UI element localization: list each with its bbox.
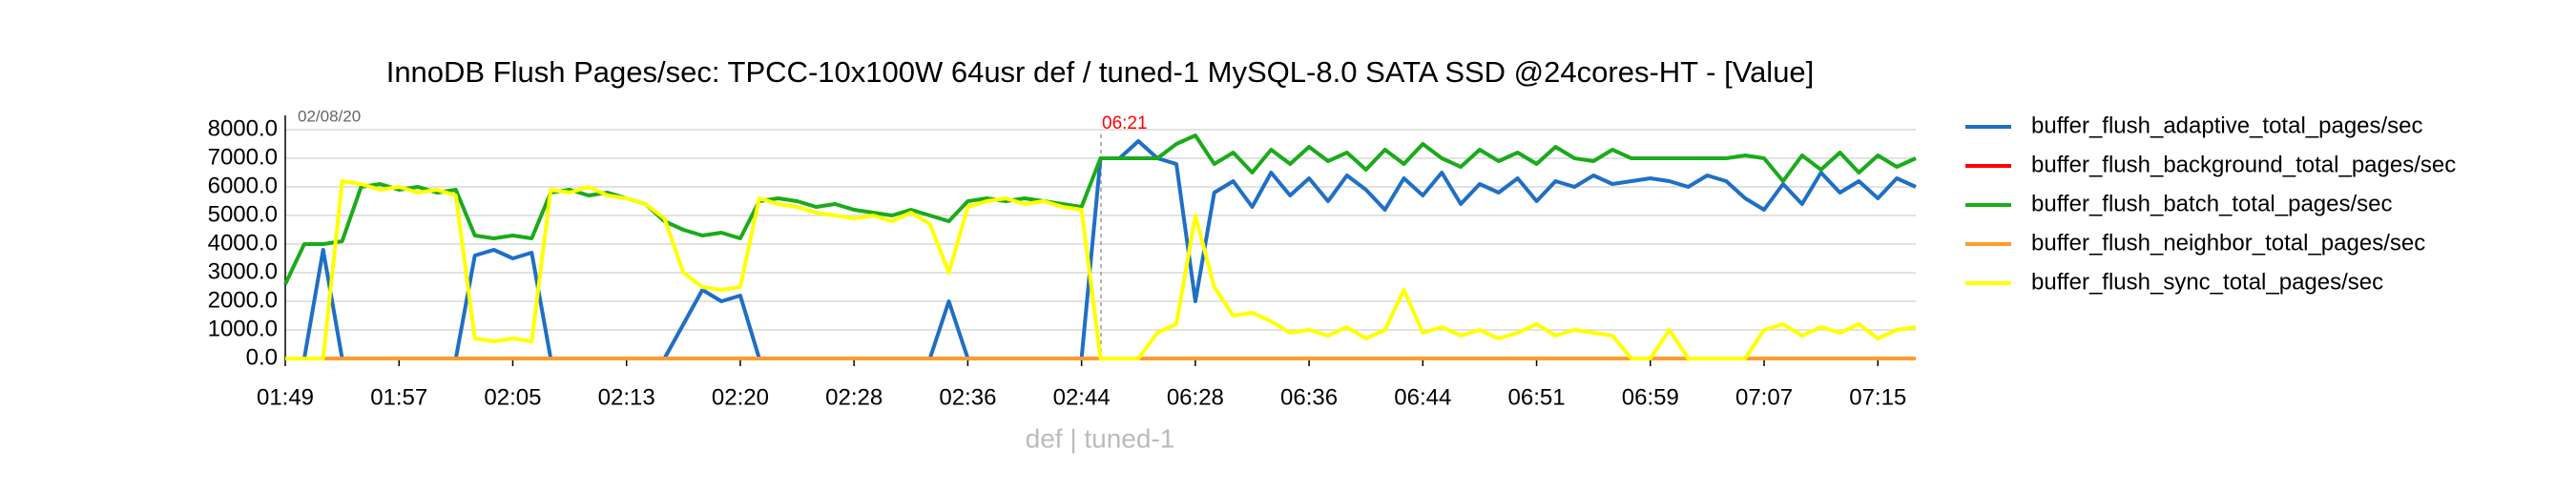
x-axis-label: def | tuned-1 xyxy=(1026,423,1175,453)
series-line xyxy=(285,179,1917,360)
y-tick-label: 6000.0 xyxy=(208,173,278,198)
x-tick-label: 06:36 xyxy=(1280,384,1338,410)
legend-label: buffer_flush_batch_total_pages/sec xyxy=(2031,191,2393,216)
legend-label: buffer_flush_sync_total_pages/sec xyxy=(2031,269,2383,295)
x-tick-label: 01:49 xyxy=(257,384,314,410)
date-annotation: 02/08/20 xyxy=(298,107,361,125)
x-tick-label: 06:28 xyxy=(1167,384,1224,410)
x-tick-label: 02:20 xyxy=(712,384,769,410)
x-tick-label: 02:44 xyxy=(1053,384,1111,410)
y-tick-label: 7000.0 xyxy=(208,144,278,170)
y-tick-label: 5000.0 xyxy=(208,201,278,227)
y-tick-label: 1000.0 xyxy=(208,316,278,341)
x-tick-label: 02:13 xyxy=(598,384,655,410)
legend-label: buffer_flush_adaptive_total_pages/sec xyxy=(2031,113,2423,138)
y-tick-label: 2000.0 xyxy=(208,287,278,313)
x-tick-label: 02:05 xyxy=(484,384,541,410)
x-tick-label: 06:59 xyxy=(1622,384,1679,410)
run-annotation: 06:21 xyxy=(1102,113,1148,133)
x-tick-label: 02:28 xyxy=(825,384,883,410)
x-tick-label: 07:15 xyxy=(1849,384,1906,410)
y-tick-label: 0.0 xyxy=(246,344,278,370)
x-tick-label: 06:44 xyxy=(1394,384,1451,410)
y-tick-label: 4000.0 xyxy=(208,230,278,256)
legend-label: buffer_flush_background_total_pages/sec xyxy=(2031,152,2456,177)
y-tick-label: 3000.0 xyxy=(208,258,278,284)
x-tick-label: 07:07 xyxy=(1735,384,1793,410)
y-tick-label: 8000.0 xyxy=(208,115,278,141)
x-tick-label: 06:51 xyxy=(1508,384,1566,410)
legend-label: buffer_flush_neighbor_total_pages/sec xyxy=(2031,230,2425,256)
chart-title: InnoDB Flush Pages/sec: TPCC-10x100W 64u… xyxy=(386,55,1815,89)
x-tick-label: 01:57 xyxy=(370,384,427,410)
x-tick-label: 02:36 xyxy=(939,384,996,410)
